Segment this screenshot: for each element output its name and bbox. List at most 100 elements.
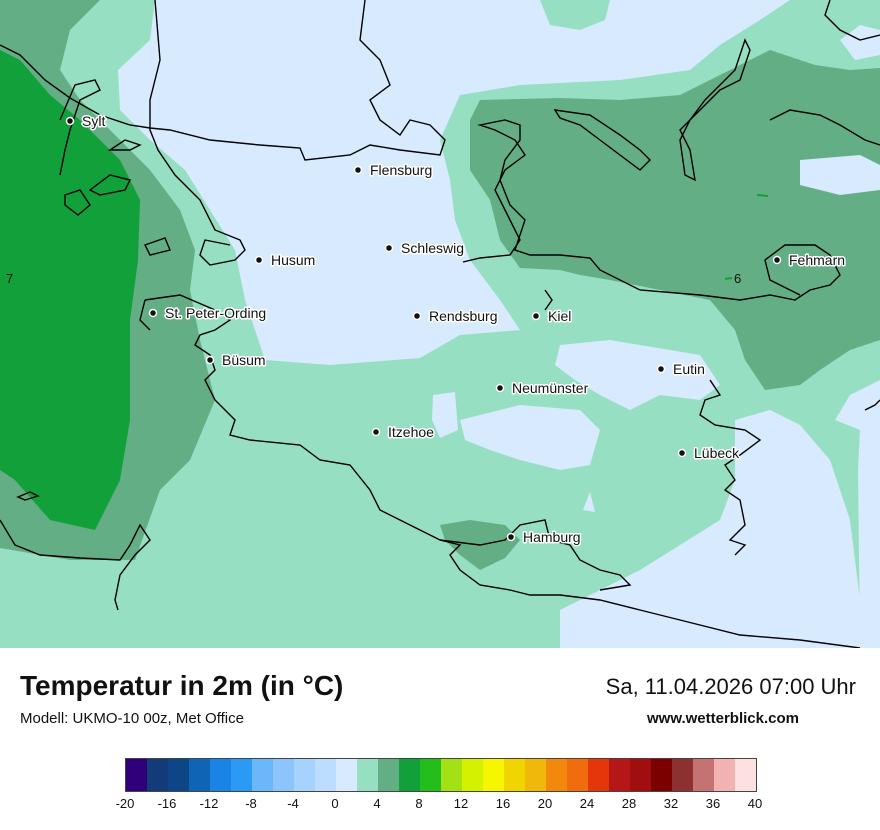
city-dot <box>677 448 687 458</box>
legend-tick-label: -16 <box>157 796 177 811</box>
temp-area-2-4-west <box>0 0 880 648</box>
legend-swatch <box>273 759 294 791</box>
map-title: Temperatur in 2m (in °C) <box>20 670 344 701</box>
city-dot <box>371 427 381 437</box>
temp-area-0-2-inner-south <box>555 340 720 410</box>
temp-area-0-2-coast <box>840 25 880 60</box>
city-label: Husum <box>271 252 315 268</box>
city-label: Flensburg <box>370 162 432 178</box>
legend-swatch <box>294 759 315 791</box>
legend-swatch <box>609 759 630 791</box>
legend-swatch <box>147 759 168 791</box>
city-label-halo: Kiel <box>548 308 571 324</box>
city-label-halo: Schleswig <box>401 240 464 256</box>
city-dot <box>384 243 394 253</box>
isoline-label-6: 6 <box>734 271 741 286</box>
legend-swatch <box>546 759 567 791</box>
legend-swatch <box>567 759 588 791</box>
city-label-halo: Neumünster <box>512 380 589 396</box>
legend-tick-label: 28 <box>621 796 637 811</box>
temp-area-2-4-top <box>540 0 610 30</box>
legend-swatch <box>420 759 441 791</box>
city-label: Eutin <box>673 361 705 377</box>
temperature-map[interactable]: Sylt Sylt Flensburg Flensburg Husum Husum Schl… <box>0 0 880 648</box>
city-label-halo: Sylt <box>82 113 105 129</box>
legend-color-bar <box>125 758 757 792</box>
city-label-halo: Itzehoe <box>388 424 434 440</box>
isoline-6-tick <box>724 277 733 280</box>
city-label-halo: Eutin <box>673 361 705 377</box>
legend-tick-label: 24 <box>579 796 595 811</box>
city-label: Hamburg <box>523 529 581 545</box>
legend-swatch <box>336 759 357 791</box>
map-footer: Temperatur in 2m (in °C) Modell: UKMO-10… <box>0 648 880 830</box>
city-label-halo: Büsum <box>222 352 266 368</box>
legend-swatch <box>357 759 378 791</box>
city-label-halo: Lübeck <box>694 445 740 461</box>
temp-area-0-2-pin <box>583 492 595 512</box>
legend-tick-label: -4 <box>287 796 299 811</box>
city-label: St. Peter-Ording <box>165 305 266 321</box>
legend-swatch <box>693 759 714 791</box>
forecast-datetime: Sa, 11.04.2026 07:00 Uhr <box>605 674 856 699</box>
city-dot <box>412 311 422 321</box>
city-label: Fehmarn <box>789 252 845 268</box>
city-label-halo: Rendsburg <box>429 308 498 324</box>
legend-swatch <box>168 759 189 791</box>
site-url[interactable]: www.wetterblick.com <box>647 710 799 727</box>
temp-area-6-8-west <box>0 50 140 530</box>
model-info: Modell: UKMO-10 00z, Met Office <box>20 710 244 727</box>
city-label: Lübeck <box>694 445 740 461</box>
temp-area-0-2-spot <box>432 392 458 438</box>
isoline-tick-ne <box>756 194 769 197</box>
city-dot <box>506 532 516 542</box>
legend-swatch <box>630 759 651 791</box>
city-label: Neumünster <box>512 380 589 396</box>
city-label-halo: St. Peter-Ording <box>165 305 266 321</box>
legend-swatch <box>315 759 336 791</box>
city-dot <box>495 383 505 393</box>
legend-swatch <box>651 759 672 791</box>
legend-tick-label: 0 <box>331 796 339 811</box>
city-label-halo: Hamburg <box>523 529 581 545</box>
legend-swatch <box>252 759 273 791</box>
city-label-halo: Fehmarn <box>789 252 845 268</box>
legend-swatch <box>525 759 546 791</box>
legend-tick-label: -8 <box>245 796 257 811</box>
city-dot <box>205 355 215 365</box>
coastlines <box>0 0 880 648</box>
legend-tick-label: 4 <box>373 796 381 811</box>
city-label: Rendsburg <box>429 308 498 324</box>
legend-tick-label: 32 <box>663 796 679 811</box>
city-label: Schleswig <box>401 240 464 256</box>
city-label: Büsum <box>222 352 266 368</box>
legend-swatch <box>189 759 210 791</box>
city-dot <box>148 308 158 318</box>
legend-swatch <box>672 759 693 791</box>
legend-swatch <box>588 759 609 791</box>
city-dot <box>254 255 264 265</box>
legend-tick-label: 20 <box>537 796 553 811</box>
legend-swatch <box>504 759 525 791</box>
city-dot <box>772 255 782 265</box>
city-label-halo: Flensburg <box>370 162 432 178</box>
legend-tick-label: -12 <box>199 796 219 811</box>
legend-tick-label: 8 <box>415 796 423 811</box>
temp-area-0-2-southeast <box>560 410 860 648</box>
legend-swatch <box>441 759 462 791</box>
